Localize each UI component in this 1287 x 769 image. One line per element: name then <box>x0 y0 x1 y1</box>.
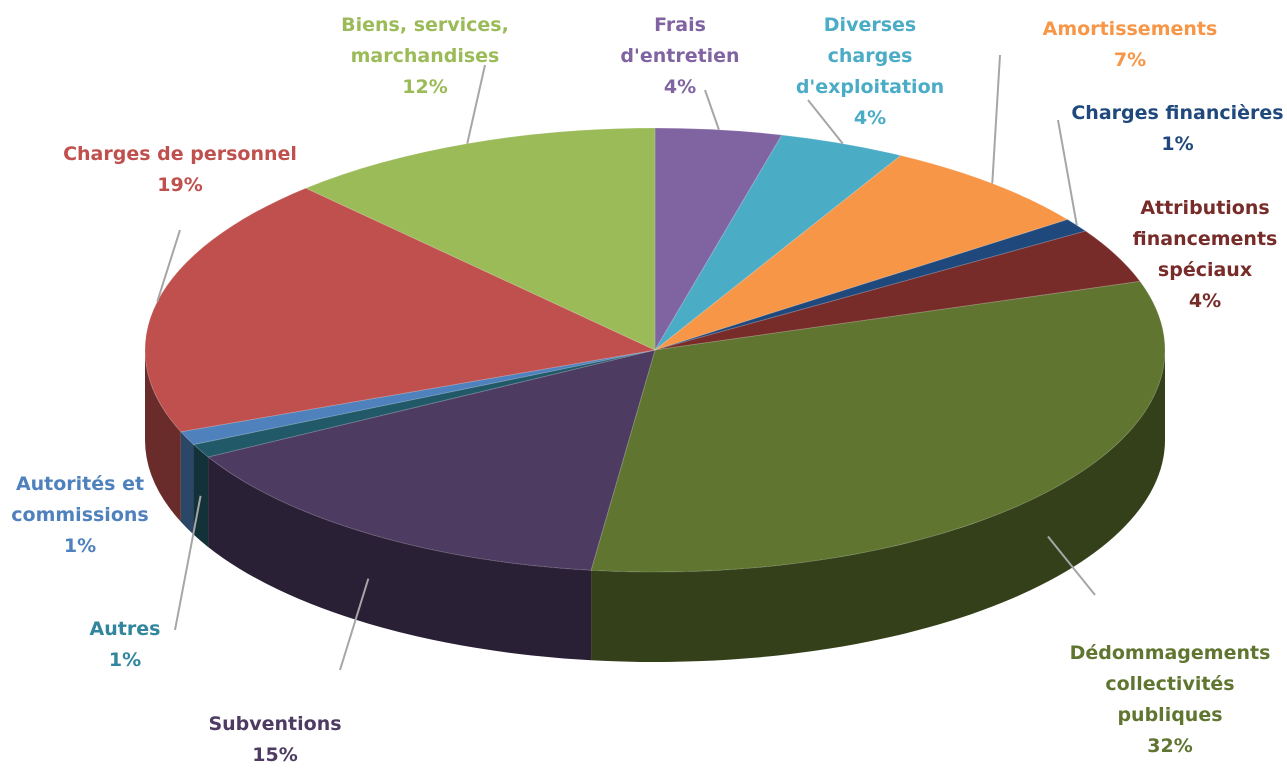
percent-label: 1% <box>1161 133 1194 155</box>
slice <box>206 349 656 571</box>
percent-label: 1% <box>108 649 142 671</box>
tops <box>144 127 1166 573</box>
slice-top <box>304 127 656 351</box>
slice-side-group <box>591 350 1165 662</box>
slice-top <box>654 127 783 352</box>
percent-label: 19% <box>157 174 203 196</box>
category-name: Charges de personnel <box>63 143 297 165</box>
slice-label: Biens, services, marchandises 12% <box>320 10 530 103</box>
leader-line <box>174 495 202 631</box>
slice-side-group <box>180 431 194 535</box>
slice-top <box>206 349 656 571</box>
category-name: Attributions financements spéciaux <box>1132 197 1278 281</box>
slice-label: Diverses charges d'exploitation 4% <box>780 10 960 134</box>
leader-line <box>156 229 181 302</box>
slice-top <box>590 280 1166 573</box>
sides <box>145 350 1165 662</box>
slice-label: Attributions financements spéciaux 4% <box>1120 193 1287 317</box>
slice-label: Frais d'entretien 4% <box>600 10 760 103</box>
category-name: Autres <box>89 618 161 640</box>
slice <box>590 280 1166 573</box>
category-name: Frais d'entretien <box>620 14 740 67</box>
leader-line <box>466 64 486 144</box>
slice-label: Dédommagements collectivités publiques 32… <box>1060 638 1280 762</box>
category-name: Diverses charges d'exploitation <box>795 14 945 98</box>
slice-side-group <box>145 350 181 522</box>
leader-line <box>991 54 1001 184</box>
percent-label: 4% <box>663 76 697 98</box>
slice <box>654 154 1069 351</box>
slice-top <box>654 134 902 351</box>
slice-top <box>654 218 1087 351</box>
percent-label: 1% <box>63 535 97 557</box>
slice-label: Subventions 15% <box>180 709 370 769</box>
leader-line <box>339 578 370 671</box>
slice <box>304 127 656 351</box>
slice-side <box>193 444 209 547</box>
slice <box>192 349 656 458</box>
slice <box>654 134 902 351</box>
percent-label: 4% <box>853 107 887 129</box>
slice <box>179 349 656 446</box>
percent-label: 32% <box>1147 735 1193 757</box>
slice-side-group <box>193 444 209 547</box>
category-name: Dédommagements collectivités publiques <box>1069 642 1271 726</box>
leader-line <box>807 99 844 145</box>
slice-label: Charges de personnel 19% <box>40 139 320 201</box>
slice <box>654 230 1141 351</box>
percent-label: 4% <box>1188 290 1222 312</box>
slice-top <box>179 349 656 446</box>
slice-label: Amortissements 7% <box>1020 14 1240 76</box>
category-name: Biens, services, marchandises <box>341 14 509 67</box>
category-name: Charges financières <box>1071 102 1284 124</box>
slice-label: Autorités et commissions 1% <box>0 469 160 562</box>
percent-label: 12% <box>402 76 448 98</box>
slice-top <box>654 230 1141 351</box>
percent-label: 7% <box>1113 49 1147 71</box>
leader-line <box>1057 119 1078 226</box>
category-name: Autorités et commissions <box>11 473 149 526</box>
percent-label: 15% <box>252 744 298 766</box>
slice-label: Charges financières 1% <box>1060 98 1287 160</box>
slice-side <box>180 431 194 535</box>
slice <box>654 127 783 352</box>
slice-side <box>591 350 1165 662</box>
slice-top <box>654 154 1069 351</box>
leader-line <box>704 89 720 131</box>
category-name: Amortissements <box>1042 18 1218 40</box>
slice <box>654 218 1087 351</box>
slice-label: Autres 1% <box>60 614 190 676</box>
slice-side-group <box>208 456 592 661</box>
slice-side <box>208 456 592 661</box>
slice-top <box>192 349 656 458</box>
leader-line <box>1047 535 1096 596</box>
category-name: Subventions <box>208 713 342 735</box>
slice-side <box>145 350 181 522</box>
